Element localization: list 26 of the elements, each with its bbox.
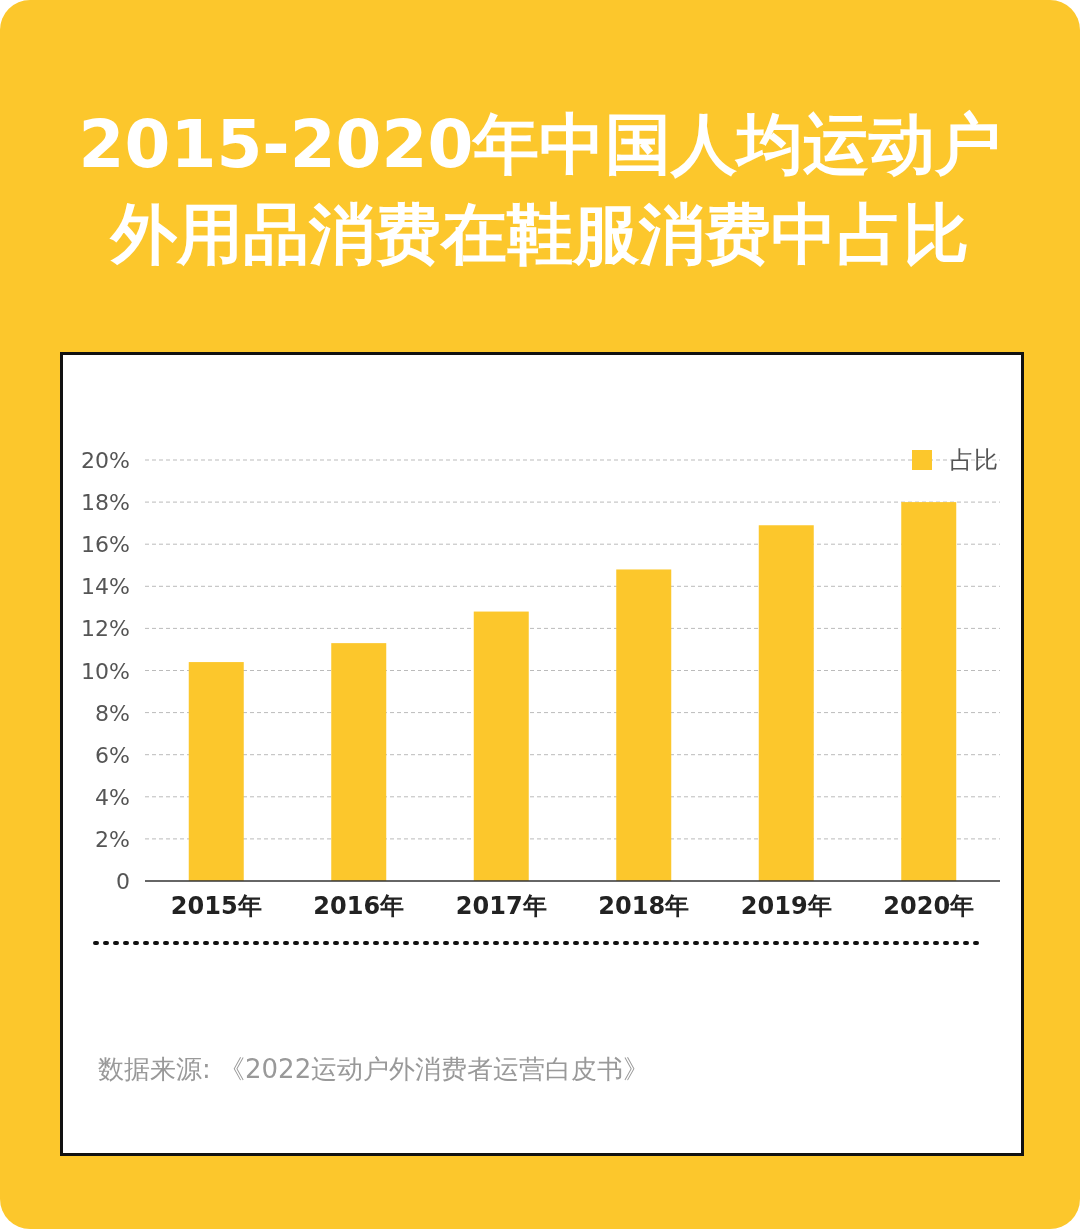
- bar: [901, 502, 957, 881]
- y-tick-label: 10%: [81, 658, 130, 684]
- y-tick-label: 8%: [95, 700, 130, 726]
- y-tick-label: 4%: [95, 784, 130, 810]
- y-tick-label: 20%: [81, 448, 130, 473]
- source-note: 数据来源: 《2022运动户外消费者运营白皮书》: [98, 1054, 650, 1084]
- x-tick-label: 2019年: [740, 892, 832, 920]
- x-tick-label: 2015年: [170, 892, 262, 920]
- x-tick-label: 2018年: [598, 892, 690, 920]
- bar: [331, 643, 387, 881]
- x-tick-label: 2017年: [455, 892, 547, 920]
- chart-title: 2015-2020年中国人均运动户外用品消费在鞋服消费中占比: [77, 105, 1003, 275]
- y-tick-label: 18%: [81, 490, 130, 516]
- y-tick-label: 6%: [95, 742, 130, 768]
- x-tick-label: 2020年: [883, 892, 975, 920]
- y-tick-label: 0: [116, 869, 130, 894]
- bar: [188, 662, 244, 881]
- y-tick-label: 14%: [81, 574, 130, 600]
- y-tick-label: 2%: [95, 826, 130, 852]
- y-tick-label: 12%: [81, 616, 130, 642]
- bar: [758, 525, 814, 881]
- y-tick-label: 16%: [81, 532, 130, 558]
- bar: [616, 569, 672, 881]
- legend-label: 占比: [950, 446, 998, 474]
- bar: [473, 611, 529, 881]
- x-tick-label: 2016年: [313, 892, 405, 920]
